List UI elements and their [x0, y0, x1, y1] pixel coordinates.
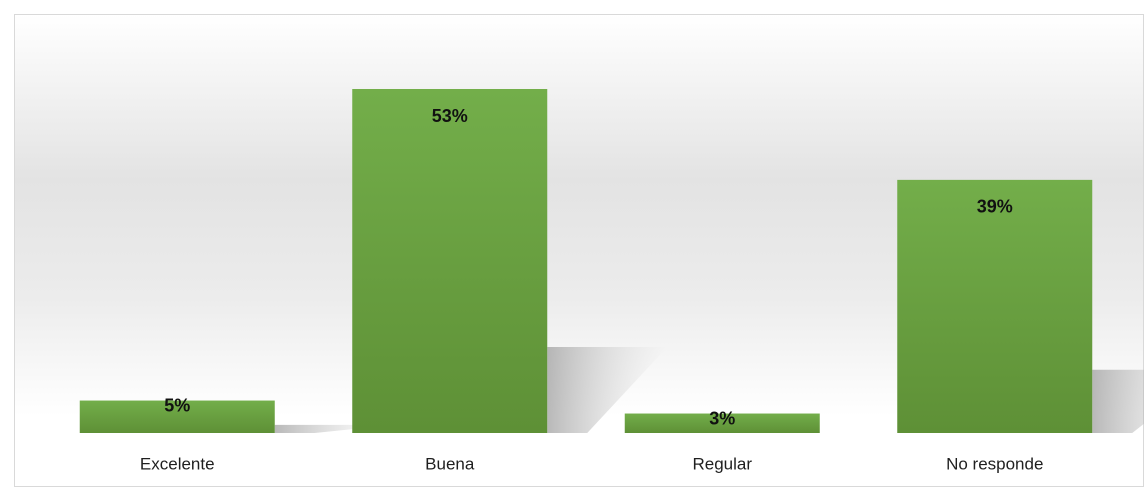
value-label: 3%: [709, 408, 735, 428]
bar: [79, 400, 275, 433]
bar-shadow: [547, 347, 668, 433]
bar: [352, 89, 548, 433]
bar-shadow: [1092, 369, 1144, 433]
x-tick-label: Regular: [692, 454, 752, 473]
x-tick-label: Buena: [425, 454, 475, 473]
bar: [897, 179, 1093, 433]
value-label: 5%: [164, 395, 190, 415]
x-tick-label: No responde: [946, 454, 1043, 473]
bar: [624, 413, 820, 433]
x-tick-label: Excelente: [140, 454, 215, 473]
value-label: 53%: [432, 106, 468, 126]
value-label: 39%: [977, 197, 1013, 217]
